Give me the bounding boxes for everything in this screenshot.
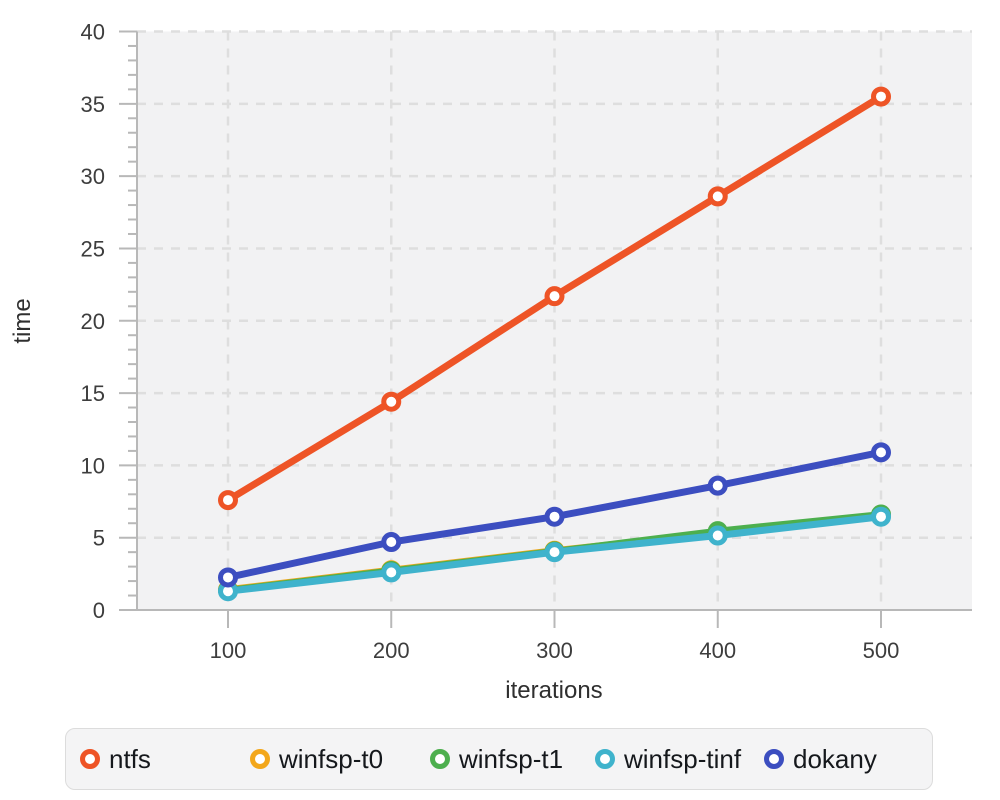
legend-item-ntfs: ntfs [80,744,250,775]
legend-marker-dokany [764,749,784,769]
legend-marker-winfsp-tinf [595,749,615,769]
plot-area: 0 5 10 15 20 25 30 35 40 100 200 300 400 500 time ite… [9,20,972,704]
series-dokany-marker [381,532,402,553]
legend-marker-winfsp-t0 [250,749,270,769]
x-tick-label-500: 500 [863,638,900,663]
y-tick-label-30: 30 [81,164,105,189]
x-tick-label-400: 400 [699,638,736,663]
legend-item-winfsp-t1: winfsp-t1 [430,744,595,775]
series-ntfs-marker [381,391,402,412]
series-dokany-marker [544,506,565,527]
legend-item-dokany: dokany [764,744,877,775]
series-winfsp-tinf-marker [707,525,728,546]
y-tick-label-20: 20 [81,309,105,334]
series-winfsp-tinf [218,506,891,602]
series-ntfs-marker [218,490,238,511]
y-tick-label-15: 15 [81,381,105,406]
x-axis-label: iterations [505,677,602,704]
legend-marker-winfsp-t1 [430,749,450,769]
x-tick-label-300: 300 [536,638,573,663]
legend-label-ntfs: ntfs [109,743,151,774]
legend-label-winfsp-t0: winfsp-t0 [279,743,384,774]
series-ntfs [218,86,891,511]
series-dokany [218,442,891,588]
y-tick-label-40: 40 [81,20,105,45]
series-winfsp-tinf-marker [381,562,402,583]
legend-label-winfsp-t1: winfsp-t1 [459,743,564,774]
legend-label-dokany: dokany [793,743,877,774]
y-tick-label-10: 10 [81,453,105,478]
legend-marker-ntfs [80,749,100,769]
y-tick-label-35: 35 [81,92,105,117]
y-tick-label-0: 0 [93,598,105,623]
legend-label-winfsp-tinf: winfsp-tinf [624,743,742,774]
series-winfsp-tinf-marker [544,542,565,563]
series-ntfs-marker [707,186,728,207]
x-tick-label-200: 200 [373,638,410,663]
legend: ntfs winfsp-t0 winfsp-t1 winfsp-tinf dokany [65,728,933,790]
series-dokany-marker [871,442,891,463]
legend-item-winfsp-t0: winfsp-t0 [250,744,430,775]
y-tick-label-25: 25 [81,236,105,261]
series-ntfs-marker [544,286,565,307]
series-ntfs-marker [871,86,891,107]
legend-item-winfsp-tinf: winfsp-tinf [595,744,764,775]
series-dokany-marker [707,475,728,496]
y-axis-label: time [9,298,36,343]
y-tick-label-5: 5 [93,526,105,551]
x-tick-label-100: 100 [210,638,247,663]
series-winfsp-tinf-marker [871,506,891,527]
series-dokany-marker [218,567,238,588]
